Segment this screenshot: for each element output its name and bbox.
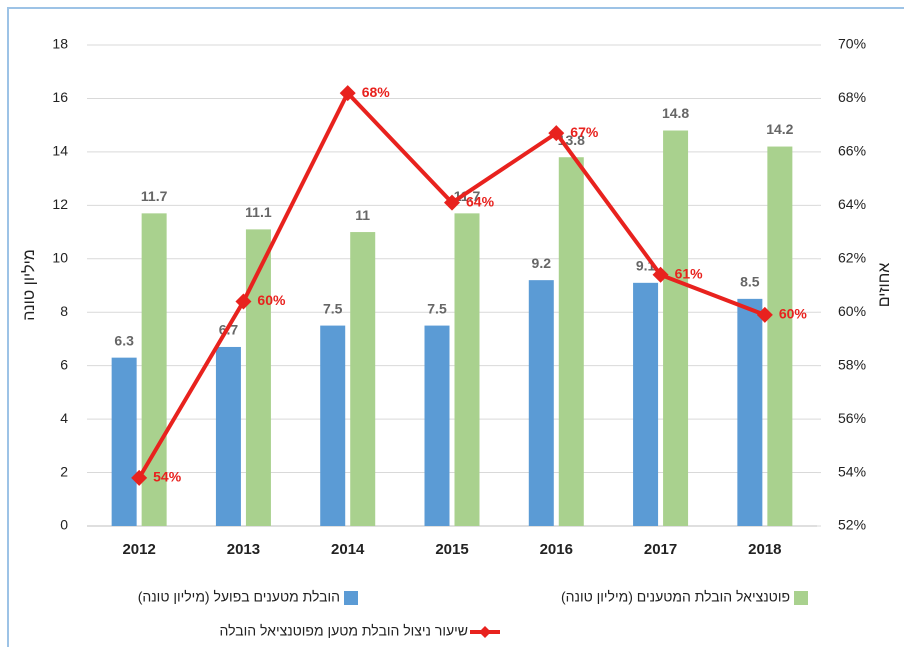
x-tick-label: 2017 — [644, 541, 677, 558]
y2-tick-label: 54% — [838, 463, 866, 479]
bar-value-label: 8.5 — [740, 274, 760, 290]
bar — [737, 298, 763, 526]
y2-tick-label: 52% — [838, 517, 866, 533]
x-tick-label: 2013 — [227, 541, 260, 558]
y-axis-label: מיליון טונה — [20, 249, 38, 321]
y-tick-label: 2 — [60, 463, 68, 479]
y-tick-label: 14 — [52, 143, 68, 159]
bar-value-label: 7.5 — [427, 300, 447, 316]
line-marker — [131, 469, 148, 486]
y-tick-label: 8 — [60, 303, 68, 319]
bar — [245, 229, 271, 526]
line-value-label: 60% — [779, 306, 808, 322]
bar-value-label: 7.5 — [323, 300, 343, 316]
bar — [350, 232, 376, 527]
bar — [663, 130, 689, 526]
y2-tick-label: 58% — [838, 356, 866, 372]
y2-tick-label: 64% — [838, 196, 866, 212]
x-tick-label: 2016 — [540, 541, 573, 558]
bar-value-label: 9.2 — [532, 255, 552, 271]
legend-swatch — [794, 591, 808, 605]
legend-swatch — [344, 591, 358, 605]
bar — [215, 346, 241, 526]
bar — [424, 325, 450, 526]
bar — [320, 325, 346, 526]
legend-label: פוטנציאל הובלת המטענים (מיליון טונה) — [561, 589, 790, 605]
line-marker — [339, 85, 356, 102]
bar — [528, 280, 554, 526]
bar — [111, 357, 137, 526]
bar-value-label: 14.2 — [766, 121, 793, 137]
bar — [454, 213, 480, 526]
line-value-label: 68% — [362, 84, 391, 100]
bar-value-label: 11 — [355, 207, 370, 223]
bar-value-label: 11.7 — [454, 188, 481, 204]
legend-label: שיעור ניצול הובלת מטען מפוטנציאל הובלה — [220, 623, 468, 639]
line-marker — [756, 306, 773, 323]
x-tick-label: 2015 — [435, 541, 468, 558]
line-value-label: 64% — [466, 193, 495, 209]
line-value-label: 54% — [153, 469, 182, 485]
bar-value-label: 11.1 — [245, 204, 272, 220]
legend-label: הובלת מטענים בפועל (מיליון טונה) — [138, 589, 340, 605]
bar — [141, 213, 167, 526]
y2-axis-label: אחוזים — [876, 263, 893, 308]
y2-tick-label: 68% — [838, 89, 866, 105]
line-marker — [548, 125, 565, 142]
bar-value-label: 11.7 — [141, 188, 168, 204]
line-value-label: 61% — [675, 266, 704, 282]
frame — [7, 7, 904, 647]
bar — [633, 282, 659, 526]
line-marker — [652, 266, 669, 283]
y-tick-label: 6 — [60, 356, 68, 372]
x-tick-label: 2012 — [122, 541, 155, 558]
y-tick-label: 18 — [52, 36, 68, 52]
y2-tick-label: 62% — [838, 249, 866, 265]
bar-value-label: 14.8 — [662, 105, 689, 121]
bar — [767, 146, 793, 527]
y-tick-label: 10 — [52, 249, 68, 265]
y2-tick-label: 60% — [838, 303, 866, 319]
line-marker — [235, 293, 252, 310]
line-marker — [444, 194, 460, 211]
line-value-label: 67% — [570, 124, 599, 140]
y-tick-label: 4 — [60, 410, 68, 426]
x-tick-label: 2014 — [331, 541, 365, 558]
legend-swatch-marker — [479, 626, 491, 638]
bar — [558, 157, 584, 526]
x-tick-label: 2018 — [748, 541, 781, 558]
y-tick-label: 16 — [52, 89, 68, 105]
y-tick-label: 0 — [60, 517, 68, 533]
y2-tick-label: 56% — [838, 410, 866, 426]
y2-tick-label: 70% — [838, 36, 866, 52]
bar-value-label: 6.3 — [114, 332, 134, 348]
y2-tick-label: 66% — [838, 143, 866, 159]
line-value-label: 60% — [257, 292, 286, 308]
y-tick-label: 12 — [52, 196, 68, 212]
